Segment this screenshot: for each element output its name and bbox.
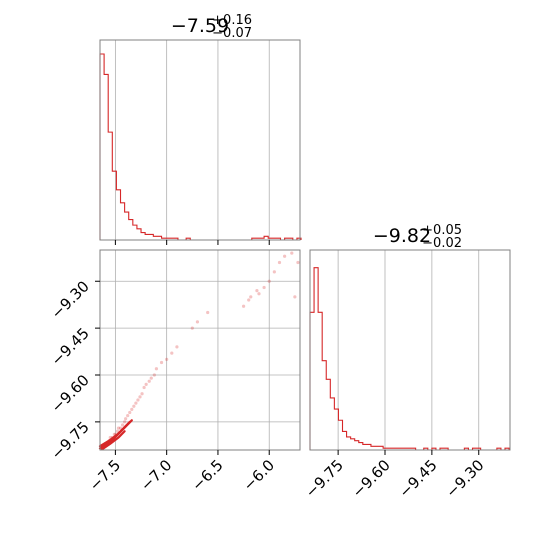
scatter-frame [99, 249, 301, 451]
scatter-point [249, 295, 253, 299]
hist2-x-tick-label: −9.45 [395, 456, 440, 501]
scatter-x-tick-label: −6.5 [188, 456, 226, 494]
hist-panel-param2: −9.75 −9.60 −9.45 −9.30 −9.82 +0.05 −0.02 [302, 223, 511, 501]
scatter-point [159, 360, 164, 365]
scatter-y-tick-label: −9.45 [48, 324, 93, 369]
hist1-step-path [99, 53, 302, 241]
scatter-point [262, 285, 266, 290]
scatter-point [195, 320, 200, 324]
scatter-point [123, 420, 127, 424]
scatter-point [147, 379, 151, 383]
hist1-title-plus: +0.16 [212, 13, 252, 28]
scatter-point [132, 404, 136, 408]
hist1-ticks [114, 240, 270, 245]
scatter-x-tick-label: −7.0 [137, 456, 175, 494]
scatter-point [247, 298, 251, 302]
hist1-title-median: −7.59 [171, 15, 229, 37]
hist2-step-line [309, 267, 510, 451]
scatter-x-tick-labels: −7.5 −7.0 −6.5 −6.0 [86, 456, 278, 494]
hist1-frame [99, 39, 301, 241]
scatter-contour-line [98, 420, 131, 448]
scatter-point [255, 289, 259, 293]
scatter-point [154, 367, 159, 371]
scatter-point [175, 345, 179, 349]
scatter-point [152, 373, 156, 377]
scatter-panel: −7.5 −7.0 −6.5 −6.0 −9.30−9.45−9.60−9.75 [48, 249, 301, 495]
scatter-point [134, 401, 138, 405]
scatter-point [142, 385, 146, 390]
scatter-x-tick-label: −6.0 [240, 456, 278, 494]
hist2-title-minus: −0.02 [422, 236, 462, 251]
scatter-point [190, 326, 194, 330]
scatter-point [241, 304, 246, 308]
scatter-point [165, 357, 169, 361]
scatter-y-tick-label: −9.60 [48, 371, 93, 416]
hist2-title-median: −9.82 [373, 225, 431, 247]
hist2-x-tick-label: −9.60 [349, 456, 394, 501]
scatter-point [283, 254, 287, 258]
hist2-x-tick-label: −9.75 [302, 456, 347, 501]
hist1-title-minus: −0.07 [212, 26, 252, 41]
scatter-contour-line [100, 430, 126, 451]
scatter-point [290, 251, 294, 255]
scatter-point [293, 295, 297, 299]
scatter-point [267, 279, 271, 283]
hist1-step-line [99, 53, 302, 241]
scatter-point [149, 376, 153, 380]
hist-panel-param1: −7.59 +0.16 −0.07 [99, 13, 302, 245]
scatter-point [140, 392, 144, 396]
scatter-point [136, 398, 140, 402]
scatter-point [120, 423, 125, 427]
scatter-y-tick-labels: −9.30−9.45−9.60−9.75 [48, 277, 93, 463]
scatter-point [272, 270, 276, 274]
scatter-point [124, 417, 128, 421]
scatter-point [277, 260, 282, 265]
scatter-y-tick-label: −9.75 [48, 418, 93, 463]
scatter-point [126, 414, 130, 418]
hist2-ticks [337, 450, 480, 455]
hist2-frame [309, 249, 511, 451]
hist2-x-tick-labels: −9.75 −9.60 −9.45 −9.30 [302, 456, 488, 501]
hist2-title: −9.82 [373, 225, 431, 247]
scatter-x-tick-label: −7.5 [86, 456, 124, 494]
scatter-point [170, 351, 174, 355]
hist1-title: −7.59 [171, 15, 229, 37]
scatter-point [130, 407, 134, 411]
hist2-gridlines [337, 250, 480, 450]
scatter-y-tick-label: −9.30 [48, 277, 93, 322]
scatter-point [144, 382, 148, 386]
scatter-contours [98, 419, 133, 451]
hist2-x-tick-label: −9.30 [442, 456, 487, 501]
hist2-title-plus: +0.05 [422, 223, 462, 238]
hist1-gridlines [114, 40, 270, 240]
scatter-point [138, 395, 142, 399]
hist2-step-path [309, 267, 510, 451]
scatter-ticks [95, 280, 270, 455]
scatter-gridlines [100, 250, 300, 450]
scatter-point [206, 310, 210, 315]
scatter-point [257, 292, 261, 296]
scatter-point [116, 426, 121, 430]
scatter-point [128, 410, 132, 415]
scatter-point [296, 260, 300, 265]
